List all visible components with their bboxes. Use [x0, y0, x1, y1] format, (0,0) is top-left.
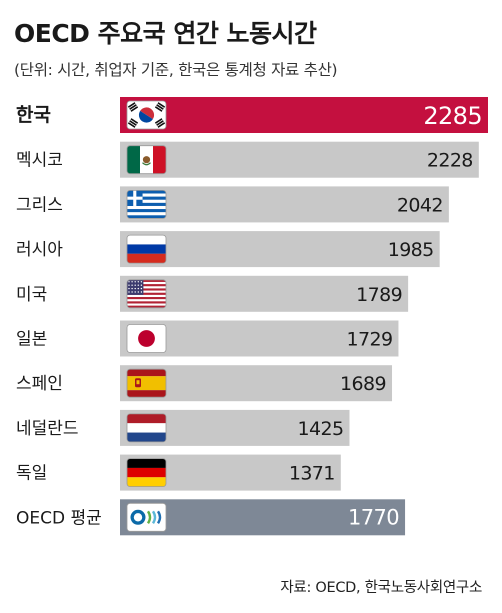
category-label: 스페인	[16, 374, 63, 394]
netherlands-flag-icon	[126, 413, 167, 443]
value-label: 2042	[397, 194, 443, 216]
bar-row: 미국 1789	[16, 275, 409, 312]
spain-flag-icon	[126, 368, 167, 398]
bar	[120, 499, 406, 536]
value-label: 1689	[340, 373, 386, 395]
value-label: 1770	[348, 505, 399, 529]
value-label: 2228	[427, 150, 473, 172]
bar	[120, 275, 409, 312]
mexico-flag-icon	[126, 145, 167, 175]
japan-flag-icon	[126, 324, 167, 353]
bar-row: OECD 평균 1770	[16, 499, 406, 536]
category-label: 멕시코	[16, 151, 63, 171]
bar-row: 스페인 1689	[16, 365, 393, 402]
category-label: 한국	[16, 104, 51, 126]
oecd-logo-icon	[126, 502, 167, 532]
value-label: 2285	[423, 102, 482, 130]
bar-row: 독일 1371	[16, 454, 341, 491]
bar-row: 네덜란드 1425	[16, 409, 350, 446]
greece-flag-icon	[126, 189, 167, 219]
bar	[120, 97, 488, 133]
bar-row: 한국 2285	[16, 97, 488, 133]
chart-title: OECD 주요국 연간 노동시간	[14, 19, 317, 48]
category-label: OECD 평균	[16, 508, 102, 528]
category-label: 미국	[16, 285, 47, 305]
value-label: 1789	[356, 284, 402, 306]
value-label: 1729	[346, 329, 392, 351]
category-label: 독일	[16, 464, 47, 484]
chart-subtitle: (단위: 시간, 취업자 기준, 한국은 통계청 자료 추산)	[14, 61, 338, 79]
bar-row: 그리스 2042	[16, 186, 449, 223]
category-label: 일본	[16, 330, 47, 350]
value-label: 1985	[388, 239, 434, 261]
value-label: 1425	[298, 418, 344, 440]
bar	[120, 141, 479, 178]
bar	[120, 320, 399, 357]
bar-row: 일본 1729	[16, 320, 399, 357]
germany-flag-icon	[126, 458, 167, 488]
category-label: 네덜란드	[16, 419, 79, 439]
category-label: 러시아	[16, 240, 63, 260]
usa-flag-icon	[126, 279, 167, 309]
value-label: 1371	[289, 463, 335, 485]
south-korea-flag-icon	[126, 100, 167, 130]
bar-row: 러시아 1985	[16, 231, 440, 268]
bar-row: 멕시코 2228	[16, 141, 479, 178]
category-label: 그리스	[16, 195, 63, 215]
bar	[120, 231, 440, 268]
russia-flag-icon	[126, 234, 167, 264]
bar	[120, 186, 449, 223]
source-note: 자료: OECD, 한국노동사회연구소	[280, 580, 482, 596]
